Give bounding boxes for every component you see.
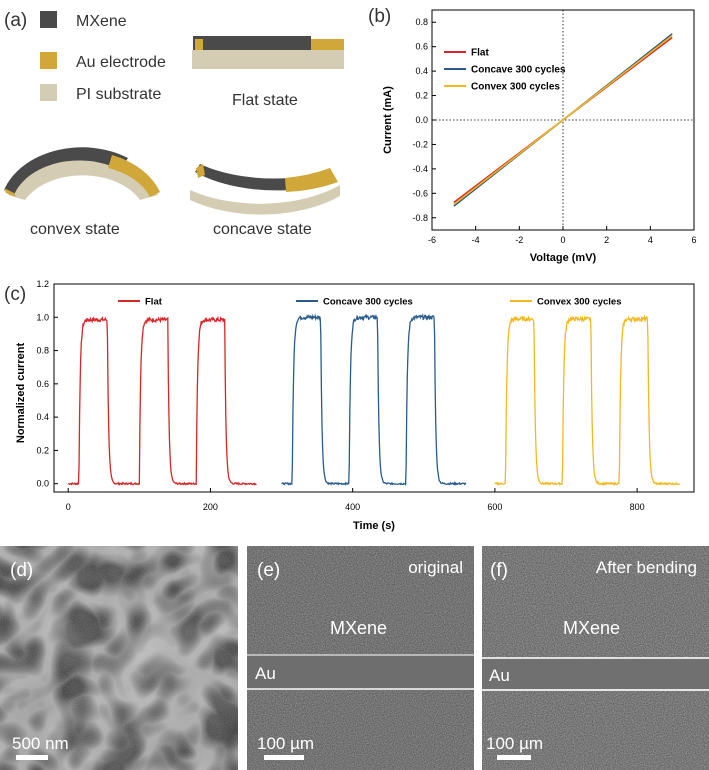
panel-label-c: (c) [4, 284, 26, 305]
response-plot-frame [53, 283, 695, 493]
concave-device [190, 164, 340, 215]
iv-x-tick-label: -4 [472, 235, 480, 245]
sem-d-texture [0, 546, 238, 770]
flat-au-electrode [289, 39, 344, 50]
panel-label-e: (e) [257, 560, 280, 581]
sem-e-mxene-label: MXene [330, 618, 387, 638]
sem-e-au-label: Au [255, 664, 276, 683]
concave-mxene [195, 164, 290, 191]
iv-y-tick-label: 0.0 [415, 115, 428, 125]
concave-au-electrode [285, 168, 338, 192]
response-x-tick-label: 600 [487, 502, 502, 512]
iv-y-tick-label: 0.6 [415, 42, 428, 52]
response-y-tick-label: 0.8 [36, 346, 49, 356]
iv-y-tick-label: -0.8 [412, 213, 428, 223]
sem-image-d: (d) 500 nm [0, 546, 238, 770]
iv-x-tick-label: 6 [691, 235, 696, 245]
sem-d-scale-bar [16, 755, 48, 760]
panel-label-b: (b) [368, 6, 391, 27]
response-legend-label: Convex 300 cycles [537, 297, 622, 308]
convex-mxene [4, 147, 128, 195]
response-y-tick-label: 1.0 [36, 312, 49, 322]
response-x-tick-label: 800 [630, 502, 645, 512]
response-x-tick-label: 200 [203, 502, 218, 512]
sem-e-title: original [408, 558, 463, 577]
iv-y-axis-label: Current (mA) [382, 86, 394, 154]
convex-au-electrode-left [4, 188, 16, 197]
legend-swatch-pi [40, 84, 57, 101]
iv-y-tick-label: 0.2 [415, 91, 428, 101]
flat-state-label: Flat state [232, 92, 298, 109]
legend-swatch-au [40, 52, 57, 69]
panel-label-f: (f) [490, 560, 508, 581]
response-y-tick-label: 0.6 [36, 379, 49, 389]
concave-state-label: concave state [213, 221, 312, 238]
response-legend-label: Flat [145, 297, 163, 308]
iv-series-line [453, 35, 673, 205]
response-y-axis-label: Normalized current [15, 343, 27, 444]
iv-chart: -6 -4 -2 0 2 4 6 -0.8 -0.6 -0.4 -0.2 0.0 0.2 0.4 0.6 0.… [382, 9, 697, 264]
legend-label-pi: PI substrate [76, 86, 161, 103]
iv-x-tick-label: 0 [560, 235, 565, 245]
response-y-tick-label: 0.2 [36, 445, 49, 455]
sem-f-au-stripe [482, 658, 709, 690]
concave-pi-substrate [190, 185, 340, 215]
legend-label-mxene: MXene [76, 13, 127, 30]
response-x-axis-label: Time (s) [353, 520, 395, 532]
iv-y-tick-label: -0.6 [412, 188, 428, 198]
flat-au-electrode-left [195, 39, 203, 50]
sem-e-au-stripe [247, 655, 474, 689]
response-series-line [68, 315, 257, 486]
sem-f-scale-text: 100 µm [486, 734, 543, 753]
response-chart: 0 200 400 600 800 0.0 0.2 0.4 0.6 0.8 1.0 1.2 Flat C… [15, 279, 695, 532]
iv-legend-label: Flat [471, 48, 489, 59]
iv-y-tick-label: -0.2 [412, 139, 428, 149]
sem-d-scale-text: 500 nm [12, 734, 69, 753]
sem-image-f: (f) After bending MXene Au 100 µm [482, 546, 709, 770]
iv-y-tick-label: 0.4 [415, 66, 428, 76]
response-series-line [494, 314, 681, 487]
response-series-line [281, 313, 467, 487]
iv-x-axis-label: Voltage (mV) [530, 252, 597, 264]
iv-legend-label: Concave 300 cycles [471, 65, 566, 76]
response-y-tick-label: 0.0 [36, 479, 49, 489]
sem-f-scale-bar [497, 755, 531, 760]
legend-label-au: Au electrode [76, 54, 166, 71]
panel-label-d: (d) [10, 560, 33, 581]
convex-au-electrode [108, 155, 160, 197]
response-x-tick-label: 0 [66, 502, 71, 512]
response-legend-label: Concave 300 cycles [323, 297, 413, 308]
iv-y-tick-label: -0.4 [412, 164, 428, 174]
sem-f-mxene-label: MXene [563, 618, 620, 638]
flat-pi-substrate [192, 50, 344, 69]
convex-state-label: convex state [30, 221, 120, 238]
iv-x-tick-label: 4 [648, 235, 653, 245]
concave-au-electrode-left [196, 164, 205, 178]
sem-f-au-label: Au [489, 666, 510, 685]
convex-device [4, 147, 160, 200]
response-y-tick-label: 1.2 [36, 279, 49, 289]
sem-e-scale-text: 100 µm [257, 734, 314, 753]
iv-x-tick-label: -6 [428, 235, 436, 245]
iv-x-tick-label: 2 [604, 235, 609, 245]
iv-legend-label: Convex 300 cycles [471, 82, 560, 93]
response-y-tick-label: 0.4 [36, 412, 49, 422]
legend-swatch-mxene [40, 11, 57, 28]
sem-e-scale-bar [264, 755, 304, 760]
sem-image-e: (e) original MXene Au 100 µm [247, 546, 474, 770]
sem-f-title: After bending [596, 558, 697, 577]
iv-y-tick-label: 0.8 [415, 17, 428, 27]
flat-device [192, 36, 344, 69]
flat-mxene [193, 36, 311, 50]
panel-label-a: (a) [4, 10, 27, 31]
response-x-tick-label: 400 [345, 502, 360, 512]
iv-x-tick-label: -2 [515, 235, 523, 245]
